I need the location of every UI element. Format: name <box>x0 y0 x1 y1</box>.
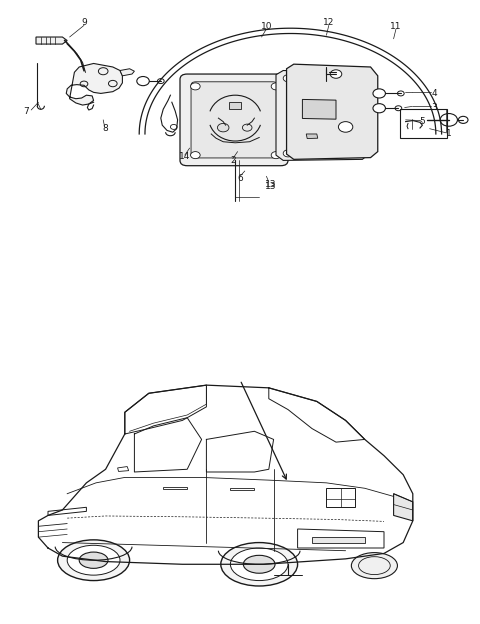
Circle shape <box>330 70 342 78</box>
Text: 5: 5 <box>420 117 425 126</box>
Polygon shape <box>66 64 122 105</box>
Polygon shape <box>326 488 355 507</box>
Circle shape <box>338 122 353 132</box>
Circle shape <box>191 83 200 90</box>
Text: 6: 6 <box>237 173 243 183</box>
Text: 12: 12 <box>323 19 335 27</box>
Text: 1: 1 <box>446 129 452 139</box>
Circle shape <box>353 150 362 157</box>
Circle shape <box>157 79 164 84</box>
Polygon shape <box>48 507 86 515</box>
Circle shape <box>458 116 468 124</box>
Circle shape <box>373 104 385 113</box>
Polygon shape <box>306 134 318 139</box>
Polygon shape <box>120 69 134 76</box>
Polygon shape <box>163 487 187 489</box>
Circle shape <box>67 545 120 575</box>
FancyBboxPatch shape <box>191 82 277 158</box>
Text: 11: 11 <box>390 22 402 31</box>
Circle shape <box>137 77 149 85</box>
Circle shape <box>230 548 288 580</box>
Circle shape <box>351 553 397 578</box>
Circle shape <box>283 75 293 82</box>
Text: 10: 10 <box>261 22 272 31</box>
Circle shape <box>283 150 293 157</box>
Circle shape <box>79 552 108 568</box>
Polygon shape <box>276 71 370 160</box>
Text: 14: 14 <box>179 152 191 162</box>
Text: 4: 4 <box>432 89 437 98</box>
FancyBboxPatch shape <box>180 74 288 166</box>
Text: 3: 3 <box>432 103 437 112</box>
Polygon shape <box>36 37 67 44</box>
Circle shape <box>221 542 298 586</box>
Text: 2: 2 <box>230 156 236 165</box>
Polygon shape <box>230 488 254 490</box>
Text: 8: 8 <box>103 124 108 133</box>
Text: 13: 13 <box>265 182 277 192</box>
Text: 13: 13 <box>265 180 277 188</box>
Circle shape <box>243 555 275 573</box>
Polygon shape <box>229 102 241 109</box>
Polygon shape <box>287 64 378 159</box>
Polygon shape <box>312 537 365 542</box>
Polygon shape <box>302 99 336 119</box>
Polygon shape <box>298 529 384 548</box>
Polygon shape <box>118 467 129 472</box>
Circle shape <box>271 83 281 90</box>
Text: 7: 7 <box>24 107 29 115</box>
Circle shape <box>271 152 281 158</box>
Circle shape <box>217 124 229 132</box>
Polygon shape <box>394 494 413 521</box>
Circle shape <box>58 540 130 580</box>
Circle shape <box>191 152 200 158</box>
Circle shape <box>353 76 362 83</box>
Circle shape <box>373 89 385 98</box>
Circle shape <box>440 114 457 126</box>
Polygon shape <box>325 67 338 77</box>
Text: 9: 9 <box>81 19 87 27</box>
